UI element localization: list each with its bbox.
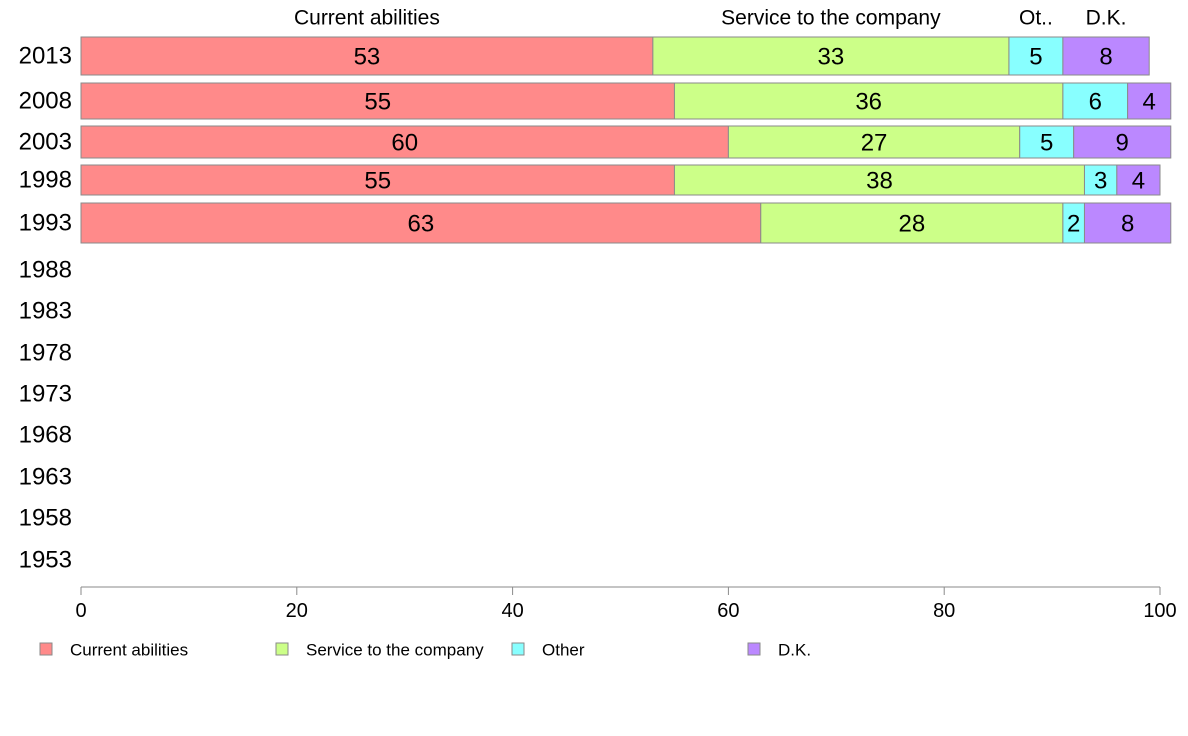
data-label: 4 <box>1143 89 1156 116</box>
data-label: 6 <box>1089 89 1102 116</box>
legend-swatch <box>511 642 525 656</box>
category-label: 1978 <box>19 340 72 367</box>
bar-segment <box>1116 164 1161 196</box>
category-label: 1988 <box>19 257 72 284</box>
bar-segment <box>1127 82 1172 120</box>
data-label: 2 <box>1067 211 1080 238</box>
category-label: 2008 <box>19 88 72 115</box>
x-tick-label: 0 <box>75 600 86 622</box>
bar-segment <box>80 82 675 120</box>
category-label: 1993 <box>19 210 72 237</box>
bar-segment <box>760 202 1064 244</box>
series-top-label: Current abilities <box>294 7 440 30</box>
x-tick-label: 60 <box>717 600 739 622</box>
data-label: 28 <box>898 211 925 238</box>
data-label: 55 <box>364 89 391 116</box>
bar-segment <box>652 36 1010 76</box>
bar-segment <box>1062 36 1150 76</box>
legend-swatch <box>275 642 289 656</box>
data-label: 4 <box>1132 168 1145 195</box>
data-label: 3 <box>1094 168 1107 195</box>
bar-segment <box>80 202 762 244</box>
category-label: 1983 <box>19 298 72 325</box>
bar-segment <box>673 82 1064 120</box>
bar-segment <box>1008 36 1064 76</box>
bar-segment <box>673 164 1085 196</box>
data-label: 53 <box>354 44 381 71</box>
category-label: 2013 <box>19 43 72 70</box>
data-label: 8 <box>1099 44 1112 71</box>
bar-segment <box>727 125 1021 159</box>
series-top-label: D.K. <box>1086 7 1127 30</box>
x-tick-label: 20 <box>286 600 308 622</box>
data-label: 33 <box>818 44 845 71</box>
data-label: 27 <box>861 130 888 157</box>
category-label: 1953 <box>19 547 72 574</box>
bar-segment <box>80 164 675 196</box>
legend-label: D.K. <box>778 641 811 660</box>
bar-segment <box>1083 202 1172 244</box>
legend-label: Other <box>542 641 585 660</box>
data-label: 63 <box>408 211 435 238</box>
x-tick-label: 80 <box>933 600 955 622</box>
data-label: 38 <box>866 168 893 195</box>
data-label: 9 <box>1116 130 1129 157</box>
x-tick-label: 40 <box>501 600 523 622</box>
category-label: 1998 <box>19 167 72 194</box>
data-label: 60 <box>391 130 418 157</box>
bar-segment <box>1062 82 1129 120</box>
category-label: 1958 <box>19 505 72 532</box>
data-label: 5 <box>1040 130 1053 157</box>
legend-label: Service to the company <box>306 641 484 660</box>
bar-segment <box>1073 125 1172 159</box>
category-label: 1973 <box>19 381 72 408</box>
legend-swatch <box>747 642 761 656</box>
legend-swatch <box>39 642 53 656</box>
data-label: 8 <box>1121 211 1134 238</box>
data-label: 36 <box>855 89 882 116</box>
category-label: 1968 <box>19 422 72 449</box>
legend-label: Current abilities <box>70 641 188 660</box>
series-top-label: Service to the company <box>721 7 941 30</box>
series-top-label: Ot.. <box>1019 7 1053 30</box>
bar-segment <box>80 125 729 159</box>
x-tick-label: 100 <box>1143 600 1176 622</box>
data-label: 55 <box>364 168 391 195</box>
category-label: 1963 <box>19 464 72 491</box>
data-label: 5 <box>1029 44 1042 71</box>
category-label: 2003 <box>19 129 72 156</box>
bar-segment <box>80 36 654 76</box>
